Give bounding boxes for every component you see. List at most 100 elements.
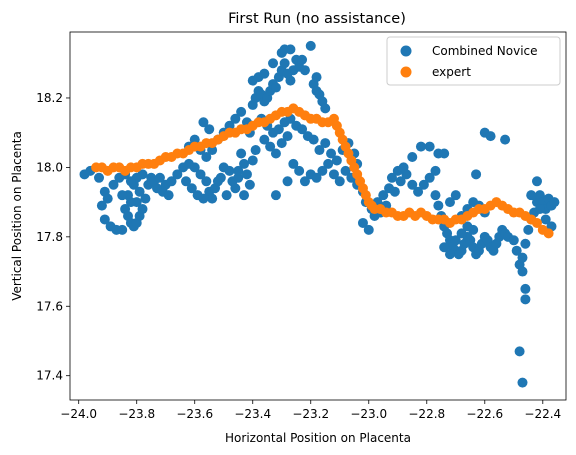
legend-label-combined-novice: Combined Novice [432, 44, 538, 58]
data-point [520, 283, 531, 294]
data-point [239, 190, 250, 201]
data-point [456, 228, 467, 239]
data-point [523, 224, 534, 235]
data-point [207, 193, 218, 204]
data-point [407, 179, 418, 190]
series-expert [91, 103, 554, 239]
data-point [134, 186, 145, 197]
data-point [320, 138, 331, 149]
x-axis: −24.0 −23.8 −23.6 −23.4 −23.2 −23.0 −22.8 −22.6… [60, 400, 561, 421]
data-point [137, 204, 148, 215]
data-point [398, 162, 409, 173]
data-point [531, 176, 542, 187]
data-point [526, 190, 537, 201]
data-point [282, 176, 293, 187]
data-point [363, 224, 374, 235]
data-point [340, 165, 351, 176]
data-point [285, 75, 296, 86]
data-point [181, 176, 192, 187]
data-point [508, 235, 519, 246]
data-point [94, 172, 105, 183]
data-point [407, 151, 418, 162]
data-point [96, 200, 107, 211]
data-point [543, 228, 554, 239]
data-point [259, 134, 270, 145]
y-axis-label: Vertical Position on Placenta [10, 131, 24, 301]
data-point [198, 117, 209, 128]
data-point [108, 179, 119, 190]
data-point [166, 176, 177, 187]
data-point [270, 190, 281, 201]
data-point [172, 169, 183, 180]
points-layer [79, 40, 560, 388]
y-tick-label: 17.6 [36, 299, 63, 313]
data-point [212, 176, 223, 187]
data-point [239, 158, 250, 169]
data-point [424, 141, 435, 152]
data-point [207, 145, 218, 156]
data-point [439, 242, 450, 253]
data-point [520, 294, 531, 305]
data-point [265, 141, 276, 152]
data-point [117, 190, 128, 201]
data-point [230, 113, 241, 124]
data-point [230, 183, 241, 194]
legend-marker-expert [400, 66, 412, 78]
data-point [323, 158, 334, 169]
data-point [140, 193, 151, 204]
data-point [233, 165, 244, 176]
data-point [450, 235, 461, 246]
data-point [259, 68, 270, 79]
data-point [500, 134, 511, 145]
data-point [317, 165, 328, 176]
data-point [270, 148, 281, 159]
data-point [468, 224, 479, 235]
data-point [531, 217, 542, 228]
data-point [163, 190, 174, 201]
data-point [204, 124, 215, 135]
data-point [450, 190, 461, 201]
chart-title: First Run (no assistance) [228, 11, 406, 27]
data-point [102, 193, 113, 204]
data-point [534, 204, 545, 215]
data-point [540, 214, 551, 225]
data-point [224, 120, 235, 131]
data-point [117, 224, 128, 235]
data-point [221, 190, 232, 201]
legend-marker-combined-novice [400, 45, 412, 57]
data-point [195, 169, 206, 180]
legend-frame [386, 36, 561, 86]
data-point [233, 172, 244, 183]
data-point [282, 131, 293, 142]
data-point [378, 190, 389, 201]
data-point [314, 145, 325, 156]
x-tick-label: −24.0 [60, 407, 97, 421]
data-point [357, 217, 368, 228]
x-tick-label: −23.8 [118, 407, 155, 421]
data-point [279, 58, 290, 69]
data-point [236, 148, 247, 159]
data-point [268, 58, 279, 69]
data-point [273, 124, 284, 135]
data-point [328, 169, 339, 180]
data-point [288, 158, 299, 169]
data-point [186, 183, 197, 194]
x-tick-label: −22.4 [524, 407, 561, 421]
y-axis: 17.4 17.6 17.8 18.0 18.2 [36, 91, 70, 383]
data-point [201, 151, 212, 162]
data-point [299, 176, 310, 187]
data-point [517, 377, 528, 388]
data-point [433, 200, 444, 211]
data-point [285, 44, 296, 55]
data-point [247, 155, 258, 166]
y-tick-label: 17.4 [36, 369, 63, 383]
x-axis-label: Horizontal Position on Placenta [225, 431, 411, 445]
data-point [201, 176, 212, 187]
data-point [395, 176, 406, 187]
data-point [311, 72, 322, 83]
data-point [386, 172, 397, 183]
data-point [485, 131, 496, 142]
x-tick-label: −22.8 [408, 407, 445, 421]
legend: Combined Novice expert [386, 36, 561, 86]
